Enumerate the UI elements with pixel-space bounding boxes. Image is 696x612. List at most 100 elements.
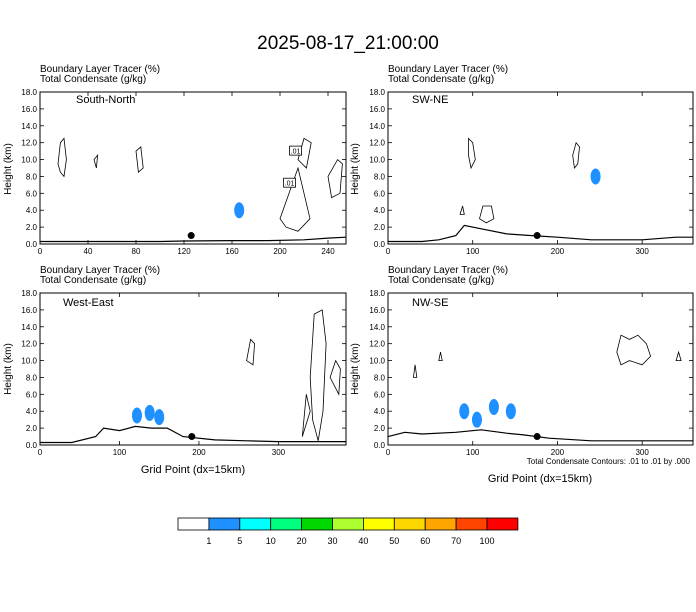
- y-tick-label: 10.0: [21, 357, 37, 366]
- panel-south-north: Boundary Layer Tracer (%) Total Condensa…: [3, 64, 347, 256]
- panel-label: NW-SE: [412, 297, 448, 309]
- panel-nw-se: Boundary Layer Tracer (%) Total Condensa…: [350, 265, 694, 485]
- x-tick-label: 160: [225, 247, 239, 256]
- condensate-contour: [327, 158, 343, 199]
- tracer-blob: [505, 403, 516, 420]
- y-tick-label: 2.0: [26, 223, 38, 232]
- tracer-blob: [144, 404, 155, 421]
- condensate-contour: [412, 364, 418, 378]
- condensate-contour: [459, 205, 465, 215]
- x-tick-label: 100: [113, 448, 127, 457]
- plot-frame: [387, 292, 694, 446]
- y-tick-label: 8.0: [26, 172, 38, 181]
- y-tick-label: 2.0: [374, 223, 386, 232]
- colorbar-label: 30: [327, 536, 337, 546]
- y-tick-label: 0.0: [26, 240, 38, 249]
- x-tick-label: 200: [551, 247, 565, 256]
- colorbar-swatch: [362, 517, 395, 531]
- y-tick-label: 10.0: [369, 156, 385, 165]
- y-tick-label: 16.0: [21, 306, 37, 315]
- colorbar-swatch: [208, 517, 241, 531]
- y-tick-label: 12.0: [369, 139, 385, 148]
- terrain-line: [388, 224, 693, 243]
- condensate-contour: [297, 137, 312, 169]
- y-tick-label: 10.0: [369, 357, 385, 366]
- condensate-contour: [57, 137, 67, 178]
- y-tick-label: 14.0: [21, 122, 37, 131]
- tracer-blob: [234, 202, 245, 219]
- location-marker: [187, 232, 195, 240]
- panel-label: SW-NE: [412, 94, 448, 106]
- contour-label: .01: [285, 181, 295, 188]
- condensate-contour: [468, 137, 476, 170]
- y-tick-label: 4.0: [26, 407, 38, 416]
- y-tick-label: 0.0: [374, 441, 386, 450]
- y-axis-label: Height (km): [350, 343, 361, 395]
- colorbar-label: 20: [297, 536, 307, 546]
- colorbar-label: 100: [479, 536, 494, 546]
- colorbar-label: 10: [266, 536, 276, 546]
- y-tick-label: 0.0: [374, 240, 386, 249]
- x-tick-label: 0: [386, 448, 391, 457]
- x-tick-label: 300: [635, 247, 649, 256]
- panel-header-line-1: Boundary Layer Tracer (%): [40, 64, 160, 75]
- y-tick-label: 2.0: [26, 424, 38, 433]
- y-tick-label: 0.0: [26, 441, 38, 450]
- y-tick-label: 8.0: [374, 373, 386, 382]
- panel-header-line-2: Total Condensate (g/kg): [388, 275, 494, 286]
- contour-footnote: Total Condensate Contours: .01 to .01 by…: [527, 457, 691, 466]
- y-tick-label: 16.0: [21, 105, 37, 114]
- condensate-contour: [246, 338, 256, 366]
- colorbar-swatch: [301, 517, 333, 531]
- panel-label: West-East: [63, 297, 114, 309]
- x-tick-label: 0: [38, 247, 43, 256]
- y-tick-label: 8.0: [26, 373, 38, 382]
- x-tick-label: 200: [273, 247, 287, 256]
- contour-label: .01: [291, 149, 301, 156]
- x-tick-label: 200: [192, 448, 206, 457]
- colorbar-swatch: [393, 517, 426, 531]
- colorbar-label: 1: [206, 536, 211, 546]
- y-tick-label: 6.0: [374, 189, 386, 198]
- y-tick-label: 14.0: [369, 323, 385, 332]
- plot-frame: [39, 91, 347, 245]
- condensate-contour: [675, 350, 682, 362]
- x-tick-label: 300: [272, 448, 286, 457]
- colorbar-swatch: [455, 517, 488, 531]
- colorbar-swatch: [177, 517, 210, 531]
- condensate-contour: [309, 309, 327, 441]
- colorbar-swatch: [486, 517, 519, 531]
- panel-sw-ne: Boundary Layer Tracer (%) Total Condensa…: [350, 64, 694, 256]
- colorbar-swatch: [239, 517, 272, 531]
- condensate-contour: [438, 352, 443, 362]
- y-axis-label: Height (km): [350, 143, 361, 195]
- y-tick-label: 18.0: [21, 88, 37, 97]
- colorbar: 1 5 10 20 30 40 50 60 70 100: [177, 517, 519, 546]
- x-axis-label: Grid Point (dx=15km): [488, 473, 592, 485]
- colorbar-label: 70: [451, 536, 461, 546]
- x-tick-label: 300: [635, 448, 649, 457]
- tracer-blob: [154, 409, 165, 426]
- colorbar-label: 60: [420, 536, 430, 546]
- y-tick-label: 2.0: [374, 424, 386, 433]
- tracer-blob: [131, 407, 142, 424]
- panel-label: South-North: [76, 94, 135, 106]
- location-marker: [533, 433, 541, 441]
- panel-header-line-2: Total Condensate (g/kg): [40, 275, 146, 286]
- plot-frame: [39, 292, 347, 446]
- x-tick-label: 100: [466, 448, 480, 457]
- location-marker: [188, 433, 196, 441]
- y-tick-label: 4.0: [374, 206, 386, 215]
- x-tick-label: 100: [466, 247, 480, 256]
- colorbar-label: 40: [358, 536, 368, 546]
- tracer-blob: [590, 168, 601, 185]
- y-tick-label: 6.0: [26, 189, 38, 198]
- panel-west-east: Boundary Layer Tracer (%) Total Condensa…: [3, 265, 347, 476]
- condensate-contour: [93, 154, 99, 169]
- x-tick-label: 80: [132, 247, 141, 256]
- contour-label-box: [283, 177, 297, 188]
- condensate-contour: [279, 166, 311, 232]
- y-axis-label: Height (km): [3, 343, 14, 395]
- condensate-contour: [572, 141, 580, 169]
